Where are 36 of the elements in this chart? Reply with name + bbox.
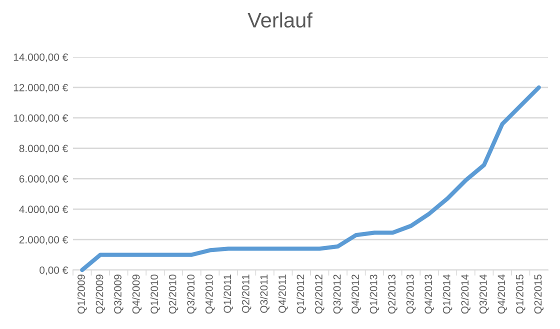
x-tick-label: Q3/2014 [479, 274, 489, 314]
x-tick-label: Q1/2014 [442, 274, 452, 314]
x-tick-label: Q4/2010 [205, 274, 215, 314]
x-tick-label: Q1/2015 [516, 274, 526, 314]
x-tick-label: Q3/2013 [406, 274, 416, 314]
x-tick-label: Q4/2013 [424, 274, 434, 314]
x-tick-label: Q2/2013 [388, 274, 398, 314]
y-tick-label: 14.000,00 € [14, 54, 68, 62]
x-tick-label: Q2/2012 [314, 274, 324, 314]
chart-title: Verlauf [248, 12, 312, 28]
x-tick-label: Q2/2015 [534, 274, 544, 314]
x-tick-label: Q4/2014 [497, 274, 507, 314]
x-tick-label: Q3/2012 [333, 274, 343, 314]
x-tick-label: Q2/2011 [242, 274, 252, 313]
y-tick-label: 0,00 € [40, 266, 68, 276]
x-tick-label: Q3/2009 [114, 274, 124, 314]
x-tick-label: Q2/2009 [96, 274, 106, 314]
x-tick-label: Q1/2011 [223, 274, 233, 313]
x-tick-label: Q1/2012 [296, 274, 306, 314]
x-tick-label: Q1/2009 [77, 274, 87, 314]
x-tick-label: Q1/2010 [150, 274, 160, 314]
y-tick-label: 12.000,00 € [14, 84, 68, 93]
y-tick-label: 10.000,00 € [14, 114, 68, 123]
x-tick-label: Q3/2011 [260, 274, 270, 313]
x-tick-label: Q2/2014 [460, 274, 470, 314]
line-series [80, 85, 541, 272]
x-tick-label: Q4/2011 [278, 274, 288, 313]
x-tick-label: Q1/2013 [370, 274, 380, 314]
y-tick-label: 8.000,00 € [19, 144, 68, 154]
x-tick-label: Q3/2010 [186, 274, 196, 314]
y-tick-label: 6.000,00 € [19, 175, 68, 184]
x-tick-label: Q4/2012 [351, 274, 361, 314]
y-tick-label: 2.000,00 € [19, 236, 68, 245]
x-tick-label: Q2/2010 [168, 274, 178, 314]
x-tick-label: Q4/2009 [132, 274, 142, 314]
y-tick-label: 4.000,00 € [19, 206, 68, 214]
